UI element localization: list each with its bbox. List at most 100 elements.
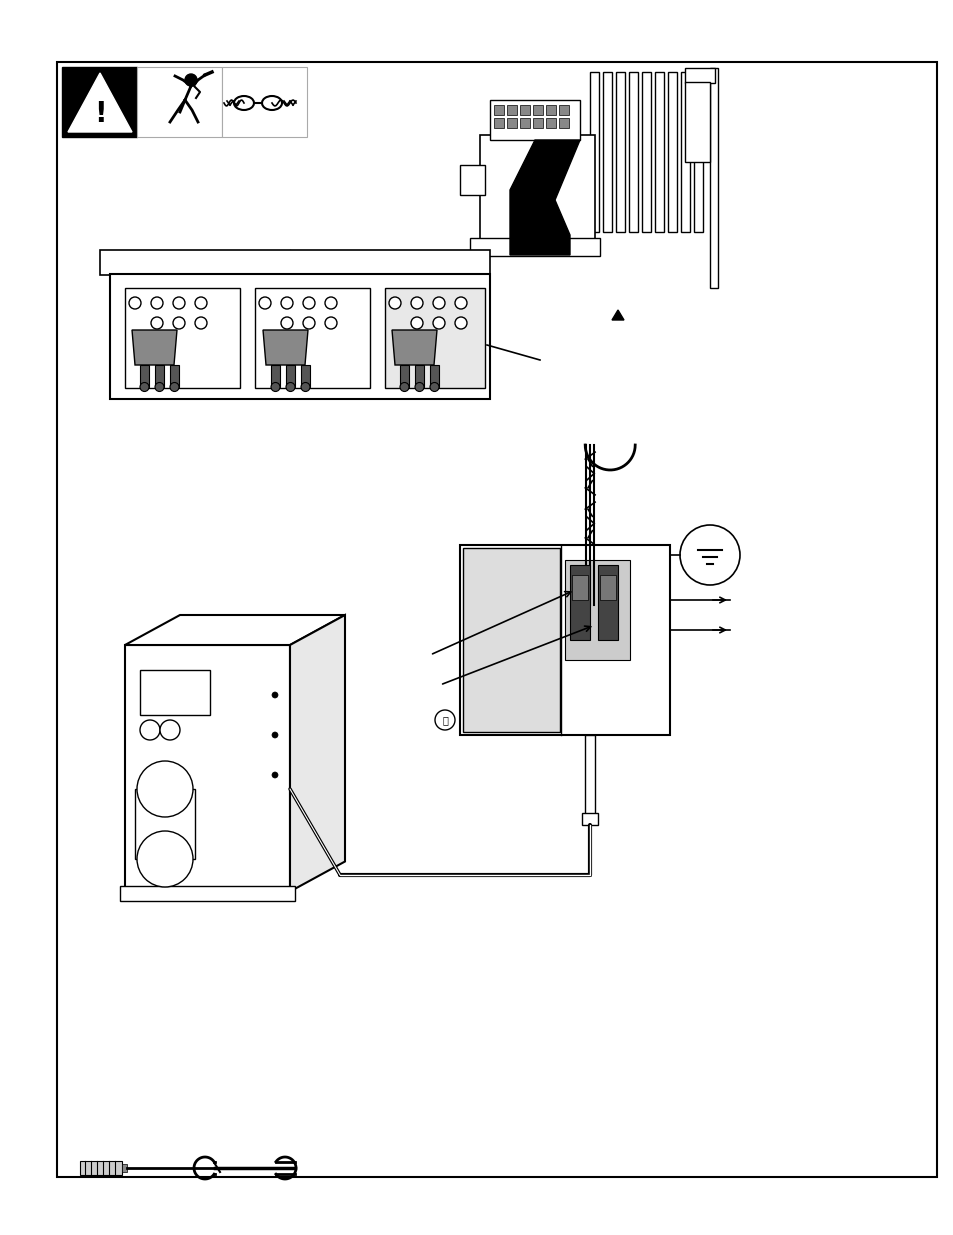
Bar [479,135,595,240]
Bar [581,813,598,825]
Bar [62,67,137,137]
Circle shape [301,383,310,391]
Bar [519,105,530,115]
Circle shape [411,296,422,309]
Bar [462,548,559,732]
Circle shape [140,720,160,740]
Bar [125,288,240,388]
Text: ⏚: ⏚ [441,715,448,725]
Bar [598,564,618,640]
Circle shape [430,383,438,391]
Bar [154,366,164,387]
Circle shape [303,317,314,329]
Circle shape [281,317,293,329]
Bar [545,105,556,115]
Bar [135,789,194,860]
Bar [254,288,370,388]
Circle shape [399,383,409,391]
Bar [120,887,294,902]
Circle shape [272,692,277,698]
Circle shape [433,296,444,309]
Bar [140,671,210,715]
Bar [519,119,530,128]
Circle shape [281,296,293,309]
Bar [709,68,718,288]
Bar [490,100,579,140]
Bar [301,366,310,387]
Circle shape [435,710,455,730]
Polygon shape [290,615,345,892]
Circle shape [151,317,163,329]
Polygon shape [263,330,308,366]
Bar [222,67,307,137]
Bar [385,288,484,388]
Bar [399,366,409,387]
Bar [170,366,179,387]
Circle shape [325,296,336,309]
Circle shape [160,720,180,740]
Bar [137,67,222,137]
Bar [100,249,490,275]
Bar [506,105,517,115]
Bar [415,366,423,387]
Bar [122,1165,127,1172]
Circle shape [679,525,740,585]
Bar [286,366,294,387]
Text: !: ! [93,100,106,128]
Circle shape [258,296,271,309]
Bar [641,72,650,232]
Circle shape [137,831,193,887]
Circle shape [325,317,336,329]
Bar [271,366,280,387]
Bar [470,238,599,256]
Circle shape [185,74,196,86]
Bar [80,1161,122,1174]
Circle shape [433,317,444,329]
Bar [430,366,438,387]
Bar [616,72,624,232]
Bar [602,72,612,232]
Polygon shape [612,310,623,320]
Circle shape [272,732,277,739]
Bar [125,645,290,892]
Bar [533,105,542,115]
Bar [533,119,542,128]
Polygon shape [392,330,436,366]
Bar [655,72,663,232]
Bar [494,105,503,115]
Circle shape [140,383,149,391]
Bar [459,545,669,735]
Polygon shape [510,140,579,254]
Polygon shape [68,73,132,132]
Bar [110,274,490,399]
Circle shape [194,296,207,309]
Bar [680,72,689,232]
Bar [545,119,556,128]
Bar [667,72,677,232]
Circle shape [170,383,179,391]
Circle shape [151,296,163,309]
Bar [459,165,484,195]
Circle shape [415,383,423,391]
Circle shape [455,317,467,329]
Circle shape [411,317,422,329]
Circle shape [154,383,164,391]
Bar [684,82,709,162]
Circle shape [272,772,277,778]
Circle shape [455,296,467,309]
Polygon shape [125,615,345,645]
Circle shape [389,296,400,309]
Bar [140,366,149,387]
Bar [572,576,587,600]
Circle shape [303,296,314,309]
Bar [589,72,598,232]
Bar [599,576,616,600]
Bar [569,564,589,640]
Circle shape [271,383,280,391]
Circle shape [129,296,141,309]
Bar [684,68,714,83]
Bar [558,119,568,128]
Circle shape [172,296,185,309]
Bar [584,735,595,815]
Bar [564,559,629,659]
